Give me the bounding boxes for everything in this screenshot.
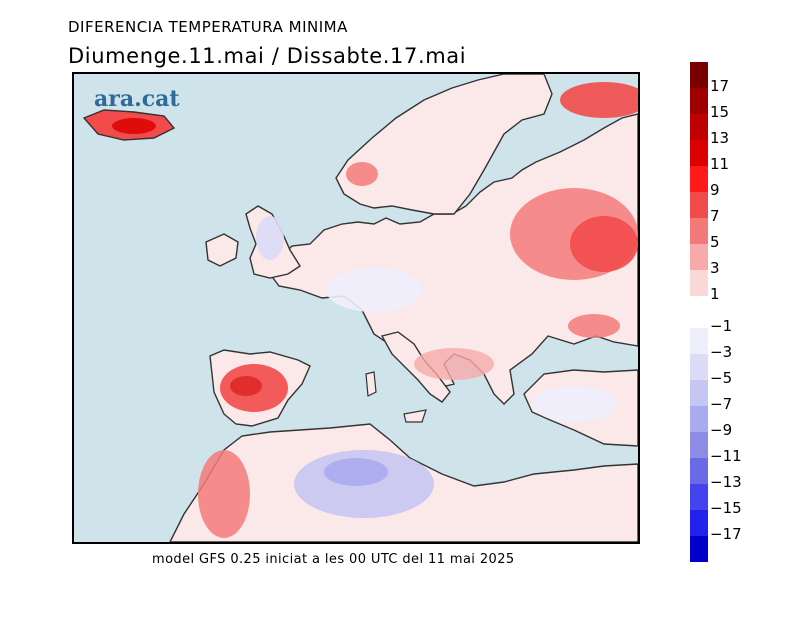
- colorbar-tick-label: −17: [710, 525, 742, 543]
- colorbar-swatch: [690, 432, 708, 458]
- temperature-difference-map: ara.cat: [72, 72, 640, 544]
- colorbar-tick-label: −13: [710, 473, 742, 491]
- colorbar-swatch: [690, 354, 708, 380]
- land-sicily: [403, 409, 427, 423]
- colorbar-tick-label: −5: [710, 369, 733, 387]
- warm-anomaly-italy-balkans: [414, 348, 494, 380]
- cool-anomaly-east-med: [532, 386, 616, 422]
- land-ireland: [205, 233, 239, 267]
- colorbar-swatch: [690, 270, 708, 296]
- map-canvas: [74, 74, 638, 542]
- colorbar-tick-label: 1: [710, 285, 720, 303]
- colorbar-tick-label: −15: [710, 499, 742, 517]
- colorbar-tick-label: 13: [710, 129, 730, 147]
- warm-anomaly-scandinavia: [346, 162, 378, 186]
- colorbar-swatch: [690, 62, 708, 88]
- warm-anomaly-crimea: [568, 314, 620, 338]
- colorbar-swatch: [690, 140, 708, 166]
- colorbar-swatch: [690, 244, 708, 270]
- land-sardinia: [365, 371, 377, 397]
- colorbar-swatch: [690, 88, 708, 114]
- colorbar-tick-label: 17: [710, 77, 730, 95]
- colorbar-tick-label: −1: [710, 317, 733, 335]
- cool-anomaly-sahara-core: [324, 458, 388, 486]
- colorbar-swatch: [690, 166, 708, 192]
- colorbar-tick-label: −3: [710, 343, 733, 361]
- chart-subtitle: Diumenge.11.mai / Dissabte.17.mai: [68, 44, 467, 68]
- colorbar-tick-label: 5: [710, 233, 720, 251]
- cool-anomaly-uk: [256, 216, 284, 260]
- colorbar-swatch: [690, 536, 708, 562]
- chart-title: DIFERENCIA TEMPERATURA MINIMA: [68, 18, 348, 36]
- colorbar-tick-label: 9: [710, 181, 720, 199]
- colorbar-tick-label: −9: [710, 421, 733, 439]
- colorbar-swatch: [690, 192, 708, 218]
- colorbar-swatch: [690, 380, 708, 406]
- colorbar-tick-label: 15: [710, 103, 730, 121]
- colorbar-swatch: [690, 302, 708, 328]
- warm-anomaly-morocco: [198, 450, 250, 538]
- warm-anomaly-russia-core: [570, 216, 638, 272]
- colorbar-swatch: [690, 218, 708, 244]
- colorbar-tick-label: 3: [710, 259, 720, 277]
- model-footer: model GFS 0.25 iniciat a les 00 UTC del …: [152, 552, 515, 567]
- colorbar-swatch: [690, 458, 708, 484]
- warm-anomaly-iberia-core: [230, 376, 262, 396]
- warm-anomaly-iceland-core: [112, 118, 156, 134]
- colorbar-swatch: [690, 484, 708, 510]
- colorbar-swatch: [690, 114, 708, 140]
- warm-anomaly-north: [560, 82, 638, 118]
- aracat-logo: ara.cat: [94, 86, 180, 112]
- cool-anomaly-central-europe: [326, 268, 422, 312]
- colorbar-swatch: [690, 328, 708, 354]
- colorbar-tick-label: −11: [710, 447, 742, 465]
- colorbar-swatch: [690, 406, 708, 432]
- colorbar-tick-label: 11: [710, 155, 730, 173]
- colorbar-tick-label: 7: [710, 207, 720, 225]
- land-scandinavia: [335, 74, 553, 215]
- colorbar-tick-label: −7: [710, 395, 733, 413]
- colorbar-swatch: [690, 510, 708, 536]
